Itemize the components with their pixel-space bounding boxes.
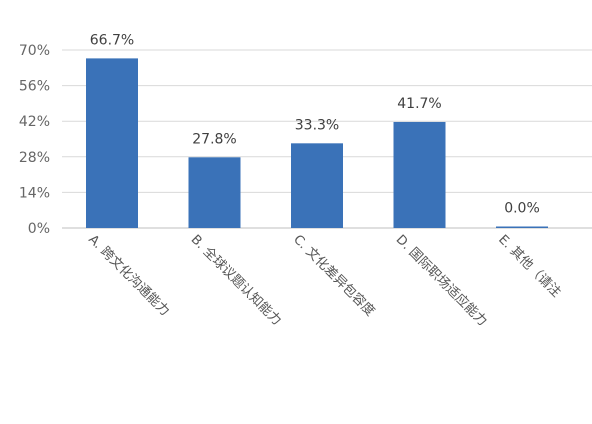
bars xyxy=(86,58,548,228)
bar xyxy=(393,121,446,228)
data-label: 27.8% xyxy=(192,131,236,147)
y-tick-label: 70% xyxy=(19,43,50,59)
category-label: D. 国际职场适应能力 xyxy=(393,232,491,330)
data-label: 41.7% xyxy=(397,96,441,112)
data-label: 33.3% xyxy=(295,117,339,133)
data-label: 0.0% xyxy=(504,201,540,217)
category-labels: A. 跨文化沟通能力 B. 全球议题认知能力 C. 文化差异包容度 D. 国际职场适应… xyxy=(85,232,563,330)
data-label: 66.7% xyxy=(90,32,134,48)
category-label: C. 文化差异包容度 xyxy=(290,232,378,320)
y-tick-label: 0% xyxy=(28,221,50,237)
category-label: B. 全球议题认知能力 xyxy=(188,232,285,329)
y-tick-label: 14% xyxy=(19,185,50,201)
category-label: E. 其他（请注 xyxy=(495,232,563,300)
bar xyxy=(291,143,343,228)
bar xyxy=(86,58,138,228)
y-axis-ticks: 0% 14% 28% 42% 56% 70% xyxy=(19,43,50,237)
data-labels: 66.7% 27.8% 33.3% 41.7% 0.0% xyxy=(90,32,540,216)
bar xyxy=(188,157,241,228)
bar xyxy=(496,226,548,228)
y-tick-label: 56% xyxy=(19,79,50,95)
y-tick-label: 42% xyxy=(19,114,50,130)
category-label: A. 跨文化沟通能力 xyxy=(85,232,172,319)
y-tick-label: 28% xyxy=(19,150,50,166)
